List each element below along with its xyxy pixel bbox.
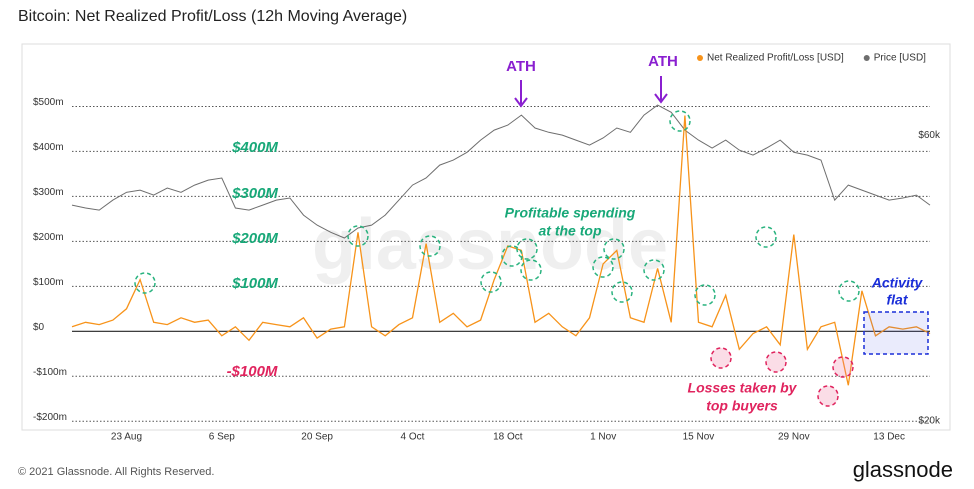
series-line <box>71 104 931 239</box>
highlights <box>134 76 929 407</box>
y-tick-label: $500m <box>33 97 64 108</box>
annotation: ATH <box>648 53 678 70</box>
annotation: $300M <box>231 185 278 202</box>
x-tick-label: 1 Nov <box>590 432 616 443</box>
legend-label: Net Realized Profit/Loss [USD] <box>707 53 844 64</box>
y2-tick-label: $20k <box>918 415 941 426</box>
x-tick-label: 15 Nov <box>683 432 715 443</box>
annotation: ATH <box>506 58 536 75</box>
annotation: Losses taken by <box>688 380 798 396</box>
x-tick-label: 29 Nov <box>778 432 810 443</box>
annotation: -$100M <box>227 363 278 380</box>
y-tick-label: -$200m <box>33 412 67 423</box>
annotation: $100M <box>231 275 278 292</box>
annotation: flat <box>887 292 909 308</box>
x-tick-label: 13 Dec <box>873 432 905 443</box>
annotation: at the top <box>539 223 602 239</box>
legend-swatch <box>697 55 703 61</box>
chart-title: Bitcoin: Net Realized Profit/Loss (12h M… <box>18 8 407 25</box>
x-tick-label: 6 Sep <box>209 432 236 443</box>
x-tick-label: 18 Oct <box>493 432 523 443</box>
annotation: Profitable spending <box>505 205 636 221</box>
annotation: $400M <box>231 139 278 156</box>
y2-tick-label: $60k <box>918 130 941 141</box>
logo: glassnode <box>853 457 953 482</box>
legend-label: Price [USD] <box>874 53 926 64</box>
chart-frame <box>21 43 951 431</box>
y-tick-label: $400m <box>33 142 64 153</box>
y-tick-label: $0 <box>33 322 45 333</box>
series-line <box>71 115 931 386</box>
y-tick-label: $200m <box>33 232 64 243</box>
y-tick-label: $100m <box>33 277 64 288</box>
y-tick-label: -$100m <box>33 367 67 378</box>
y-tick-label: $300m <box>33 187 64 198</box>
annotation: top buyers <box>706 398 778 414</box>
x-tick-label: 23 Aug <box>111 432 142 443</box>
annotation: $200M <box>231 230 278 247</box>
x-tick-label: 4 Oct <box>401 432 425 443</box>
legend-swatch <box>863 55 870 61</box>
footer: © 2021 Glassnode. All Rights Reserved. <box>18 466 214 478</box>
x-tick-label: 20 Sep <box>301 432 333 443</box>
annotation: Activity <box>871 275 924 291</box>
